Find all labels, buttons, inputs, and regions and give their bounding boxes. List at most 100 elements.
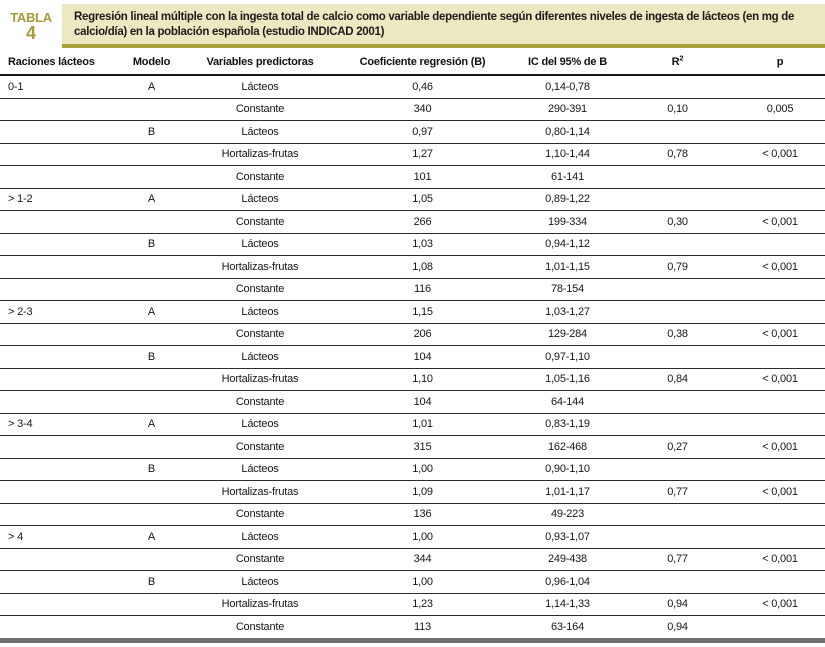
table-cell: 61-141 xyxy=(515,165,620,189)
table-cell: 199-334 xyxy=(515,210,620,234)
table-cell: 0,005 xyxy=(735,98,825,121)
table-cell xyxy=(620,345,735,369)
table-cell xyxy=(113,616,190,638)
table-cell: 0,79 xyxy=(620,255,735,279)
table-cell: 0,10 xyxy=(620,98,735,121)
table-cell xyxy=(0,503,113,526)
table-cell: 1,00 xyxy=(330,570,515,594)
table-cell xyxy=(620,120,735,144)
table-cell xyxy=(0,480,113,504)
table-cell xyxy=(0,458,113,481)
column-header-raciones: Raciones lácteos xyxy=(0,49,113,76)
table-cell: Hortalizas-frutas xyxy=(190,593,330,616)
table-cell: 104 xyxy=(330,390,515,414)
table-cell: 1,23 xyxy=(330,593,515,616)
title-bar: Regresión lineal múltiple con la ingesta… xyxy=(62,4,825,48)
table-cell: 162-468 xyxy=(515,435,620,459)
table-row: Constante 206 129-284 0,38 < 0,001 xyxy=(0,323,825,346)
badge-number: 4 xyxy=(25,22,36,43)
table-row: Constante 266 199-334 0,30 < 0,001 xyxy=(0,210,825,234)
table-cell: Lácteos xyxy=(190,525,330,549)
r2-base: R xyxy=(671,55,680,68)
table-cell: 129-284 xyxy=(515,323,620,346)
table-cell: 340 xyxy=(330,98,515,121)
table-cell: > 1-2 xyxy=(0,188,113,211)
table-cell: < 0,001 xyxy=(735,323,825,346)
table-cell xyxy=(113,390,190,414)
table-cell: 1,05-1,16 xyxy=(515,368,620,391)
table-cell xyxy=(0,210,113,234)
table-cell: 1,03 xyxy=(330,233,515,256)
table-cell: < 0,001 xyxy=(735,368,825,391)
table-cell: 0,94 xyxy=(620,593,735,616)
table-row: Constante 116 78-154 xyxy=(0,278,825,301)
table-cell: 1,15 xyxy=(330,300,515,324)
table-cell: Constante xyxy=(190,278,330,301)
table-cell xyxy=(0,593,113,616)
table-cell xyxy=(113,480,190,504)
table-cell: 206 xyxy=(330,323,515,346)
table-cell: 1,08 xyxy=(330,255,515,279)
table-cell: Lácteos xyxy=(190,570,330,594)
table-cell: 0,94 xyxy=(667,620,688,633)
table-cell xyxy=(620,458,735,481)
table-cell: Constante xyxy=(190,548,330,571)
header-row: Raciones lácteos Modelo Variables predic… xyxy=(0,49,825,76)
table-cell: < 0,001 xyxy=(735,143,825,166)
table-cell xyxy=(113,548,190,571)
table-cell: 101 xyxy=(330,165,515,189)
table-cell: 0,84 xyxy=(620,368,735,391)
table-cell xyxy=(0,345,113,369)
table-cell xyxy=(0,368,113,391)
table-row: Constante 340 290-391 0,10 0,005 xyxy=(0,98,825,121)
table-row: Constante 315 162-468 0,27 < 0,001 xyxy=(0,435,825,459)
table-row: Constante 344 249-438 0,77 < 0,001 xyxy=(0,548,825,571)
table-cell: A xyxy=(113,75,190,99)
table-cell xyxy=(113,143,190,166)
table-cell: < 0,001 xyxy=(735,480,825,504)
bottom-rule xyxy=(0,637,825,643)
table-cell: > 3-4 xyxy=(0,413,113,436)
table-row: Hortalizas-frutas 1,23 1,14-1,33 0,94 < 0,00… xyxy=(0,593,825,616)
table-row: 0-1 A Lácteos 0,46 0,14-0,78 xyxy=(0,75,825,99)
table-cell: 0-1 xyxy=(0,75,113,99)
table-cell xyxy=(0,390,113,414)
table-cell: 0,94-1,12 xyxy=(515,233,620,256)
table-cell: < 0,001 xyxy=(735,255,825,279)
table-cell xyxy=(620,165,735,189)
table-cell: Lácteos xyxy=(190,345,330,369)
table-cell: 0,96-1,04 xyxy=(515,570,620,594)
table-cell xyxy=(735,616,825,638)
table-cell: 113 xyxy=(414,620,431,633)
table-cell: 315 xyxy=(330,435,515,459)
table-cell xyxy=(620,413,735,436)
table-cell xyxy=(735,75,825,99)
table-cell xyxy=(735,413,825,436)
column-header-r2: R2 xyxy=(620,49,735,76)
table-cell xyxy=(113,323,190,346)
table-cell xyxy=(620,233,735,256)
regression-table: Raciones lácteos Modelo Variables predic… xyxy=(0,49,825,638)
table-cell xyxy=(0,323,113,346)
table-cell: < 0,001 xyxy=(735,548,825,571)
table-row: B Lácteos 104 0,97-1,10 xyxy=(0,345,825,369)
table-cell xyxy=(113,593,190,616)
table-cell xyxy=(113,98,190,121)
table-cell: 344 xyxy=(330,548,515,571)
table-cell: 0,83-1,19 xyxy=(515,413,620,436)
column-header-modelo: Modelo xyxy=(113,49,190,76)
table-cell: 1,00 xyxy=(330,525,515,549)
table-cell: 64-144 xyxy=(515,390,620,414)
table-cell xyxy=(735,525,825,549)
table-cell xyxy=(0,570,113,594)
r2-superscript: 2 xyxy=(679,52,684,62)
table-header: TABLA 4 Regresión lineal múltiple con la… xyxy=(0,0,825,48)
table-cell xyxy=(735,120,825,144)
table-number-badge: TABLA 4 xyxy=(0,4,62,48)
table-cell xyxy=(620,300,735,324)
table-cell xyxy=(620,503,735,526)
column-header-p: p xyxy=(735,49,825,76)
table-cell: 1,00 xyxy=(330,458,515,481)
table-cell: B xyxy=(113,458,190,481)
table-cell xyxy=(0,435,113,459)
